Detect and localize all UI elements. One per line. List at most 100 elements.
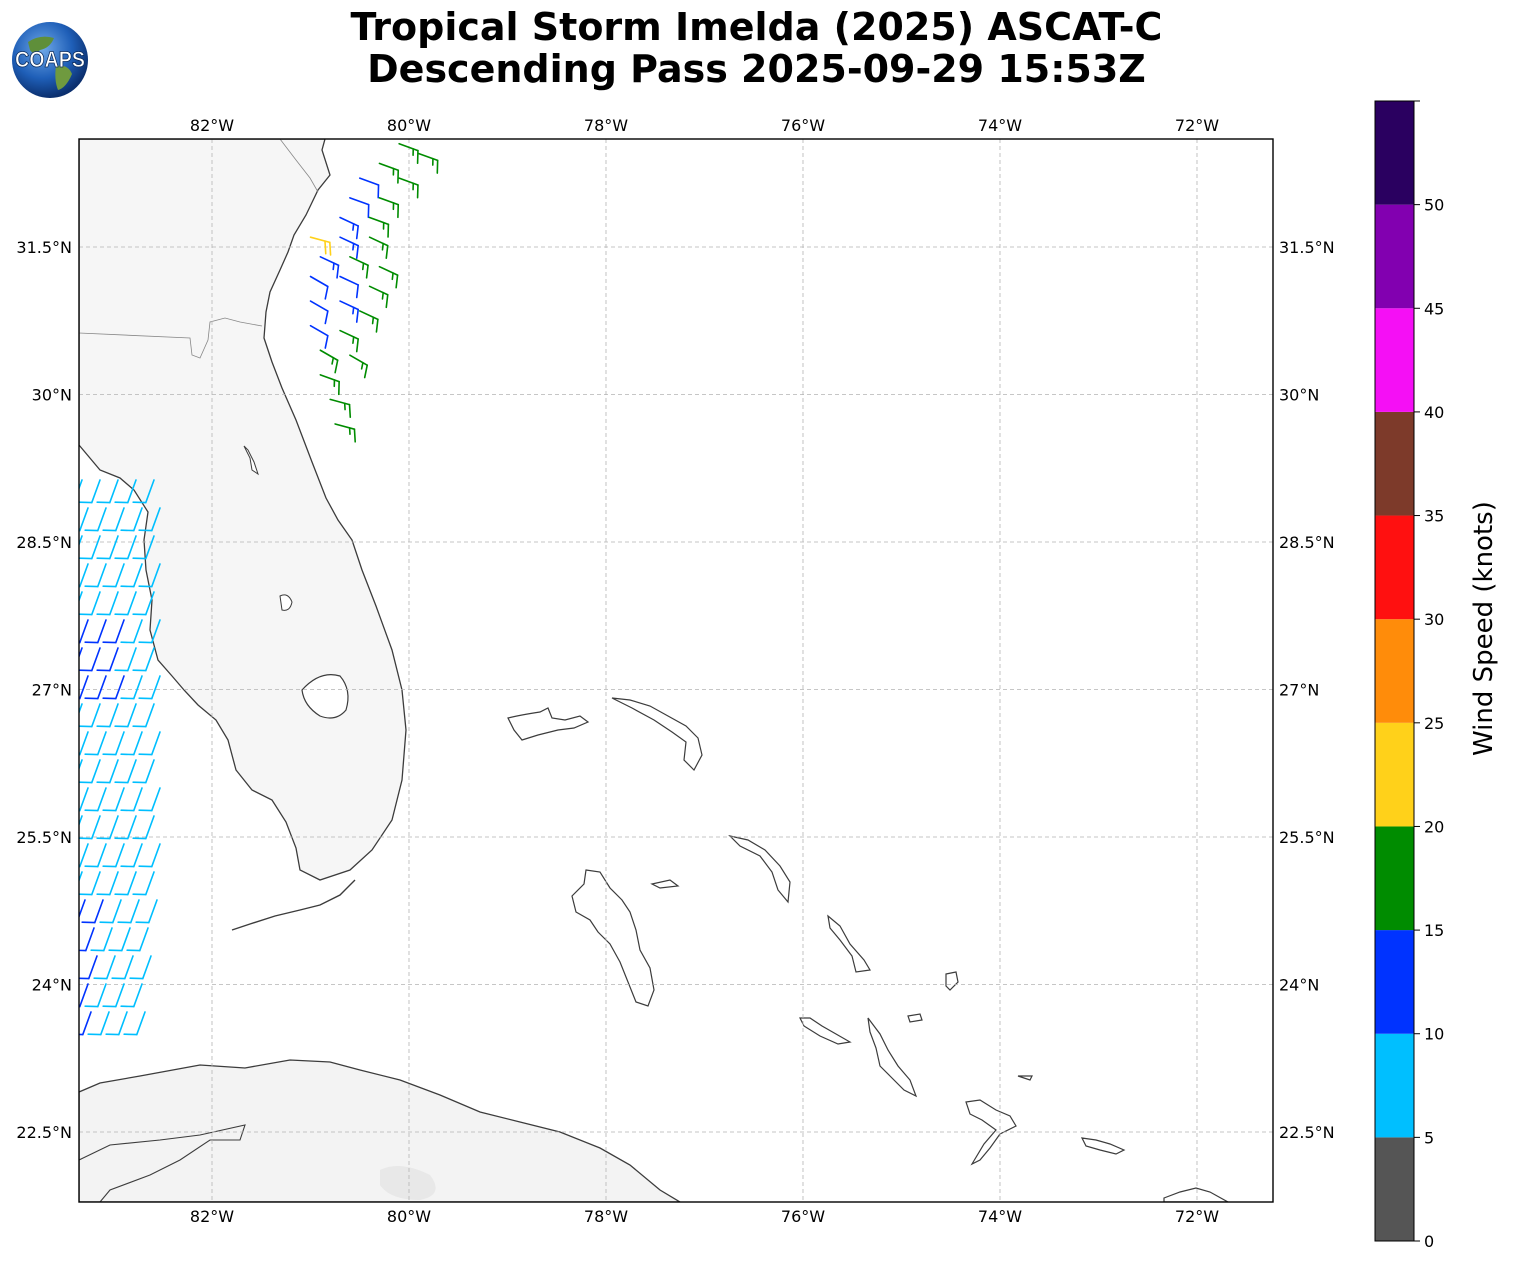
- lat-tick-left: 22.5°N: [16, 1123, 72, 1142]
- chart-title: Tropical Storm Imelda (2025) ASCAT-C Des…: [0, 6, 1513, 90]
- wind-barb: [79, 563, 89, 588]
- wind-barb: [309, 324, 329, 349]
- wind-barb: [339, 275, 359, 299]
- wind-barb: [102, 843, 125, 868]
- map-frame: [78, 138, 1274, 1203]
- lon-tick-bottom: 78°W: [584, 1207, 628, 1226]
- wind-barb: [79, 675, 89, 700]
- wind-barb: [96, 759, 119, 784]
- lon-tick-bottom: 72°W: [1175, 1207, 1219, 1226]
- wind-barb: [319, 374, 340, 396]
- wind-barb: [79, 591, 101, 616]
- wind-barb: [358, 310, 379, 333]
- wind-barb: [339, 236, 359, 259]
- wind-barb: [105, 1011, 128, 1036]
- wind-barb: [79, 815, 83, 827]
- wind-barb: [79, 507, 89, 532]
- wind-barb: [79, 535, 101, 560]
- wind-barb: [79, 843, 89, 868]
- lon-tick-top: 72°W: [1175, 116, 1219, 135]
- wind-barb: [90, 927, 113, 952]
- lat-tick-left: 24°N: [32, 975, 72, 994]
- wind-barb: [111, 955, 134, 980]
- wind-barb: [120, 787, 143, 812]
- lat-tick-right: 30°N: [1279, 385, 1319, 404]
- wind-barb: [79, 759, 101, 784]
- gridlines: [79, 139, 1273, 1202]
- wind-barb: [368, 216, 390, 238]
- wind-barb: [79, 983, 89, 1008]
- wind-barb: [114, 535, 137, 560]
- wind-barb: [84, 619, 107, 644]
- lat-tick-left: 30°N: [32, 385, 72, 404]
- wind-barb: [132, 647, 155, 672]
- land-cuba: [79, 1059, 682, 1202]
- wind-barb: [84, 983, 107, 1008]
- wind-barb: [319, 349, 339, 374]
- title-line-2: Descending Pass 2025-09-29 15:53Z: [367, 47, 1146, 91]
- wind-barb: [102, 563, 125, 588]
- wind-barb: [108, 927, 131, 952]
- wind-barb: [398, 142, 419, 165]
- lake-small: [279, 594, 293, 611]
- wind-barb: [132, 535, 155, 560]
- colorbar-segment: [1375, 1033, 1414, 1138]
- wind-barb: [339, 216, 359, 240]
- wind-barb: [378, 197, 400, 219]
- wind-barb: [79, 759, 83, 771]
- wind-barb: [79, 619, 89, 644]
- wind-barb: [79, 647, 83, 659]
- wind-barb: [79, 703, 83, 715]
- wind-barb: [102, 731, 125, 756]
- wind-barb: [114, 703, 137, 728]
- wind-barb: [132, 591, 155, 616]
- wind-barb: [138, 507, 161, 532]
- wind-barb: [309, 275, 329, 300]
- colorbar-label: Wind Speed (knots): [1469, 501, 1499, 756]
- wind-barb: [309, 300, 329, 325]
- bahamas-islands: [507, 697, 1230, 1202]
- lon-tick-top: 80°W: [387, 116, 431, 135]
- lon-tick-top: 82°W: [190, 116, 234, 135]
- colorbar-segment: [1375, 722, 1414, 827]
- wind-barb: [79, 591, 83, 603]
- wind-barb: [87, 1011, 110, 1036]
- colorbar-segment: [1375, 308, 1414, 412]
- colorbar-segment: [1375, 826, 1414, 931]
- wind-barb: [79, 815, 101, 840]
- wind-barb: [79, 1011, 92, 1036]
- lake-okeechobee: [301, 674, 349, 719]
- wind-barb: [132, 759, 155, 784]
- wind-barb: [114, 759, 137, 784]
- wind-barb: [96, 479, 119, 504]
- wind-barb: [126, 927, 149, 952]
- wind-barb: [349, 354, 369, 379]
- wind-barb: [79, 703, 101, 728]
- wind-barb: [358, 177, 380, 199]
- wind-barb: [79, 731, 89, 756]
- lat-tick-right: 22.5°N: [1279, 1123, 1335, 1142]
- wind-barb: [79, 479, 83, 491]
- wind-barb: [349, 256, 369, 279]
- wind-barb: [96, 647, 119, 672]
- wind-barb: [132, 479, 155, 504]
- wind-barb: [84, 507, 107, 532]
- wind-barb: [123, 1011, 146, 1036]
- colorbar-tick-label: 35: [1424, 507, 1444, 526]
- lon-tick-bottom: 82°W: [190, 1207, 234, 1226]
- colorbar-tick-label: 15: [1424, 921, 1444, 940]
- lon-tick-bottom: 76°W: [781, 1207, 825, 1226]
- wind-barb: [93, 955, 116, 980]
- wind-barb: [334, 423, 357, 443]
- wind-barb: [114, 591, 137, 616]
- lon-tick-top: 78°W: [584, 116, 628, 135]
- lat-tick-right: 24°N: [1279, 975, 1319, 994]
- logo-text: COAPS: [15, 47, 85, 72]
- wind-barb: [120, 507, 143, 532]
- wind-barb: [102, 619, 125, 644]
- wind-barb: [309, 236, 332, 256]
- wind-barb: [79, 871, 101, 896]
- axis-tick-labels: 82°W 82°W 80°W 80°W 78°W 78°W 76°W 76°W 74°W 74°W…: [16, 116, 1334, 1226]
- colorbar-tick-label: 25: [1424, 714, 1444, 733]
